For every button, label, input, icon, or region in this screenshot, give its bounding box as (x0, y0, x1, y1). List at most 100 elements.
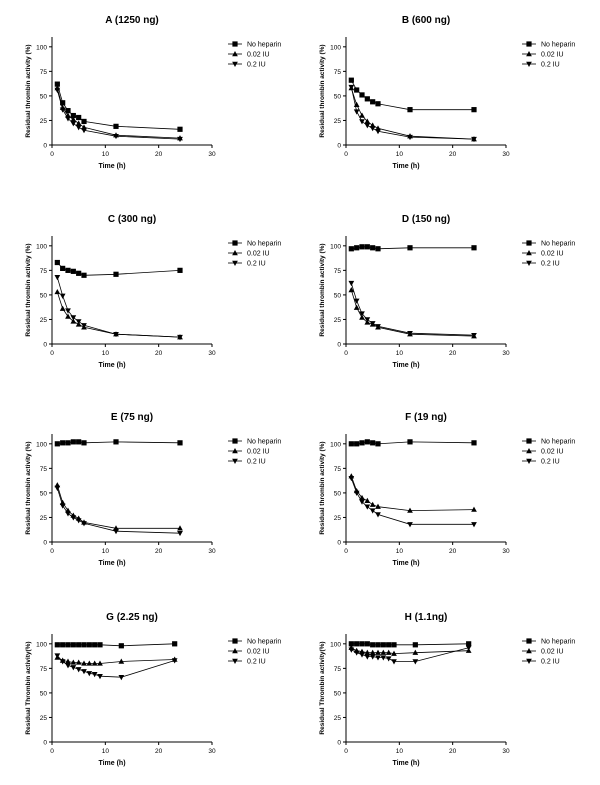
x-tick-label: 10 (102, 748, 110, 755)
chart-title: D (150 ng) (402, 214, 450, 225)
data-point (380, 649, 387, 655)
series-line (350, 87, 475, 140)
x-tick-label: 20 (155, 548, 163, 555)
data-point (370, 245, 376, 251)
data-point (359, 311, 365, 317)
data-point (412, 642, 418, 648)
data-point (412, 649, 419, 655)
x-tick-label: 0 (344, 748, 348, 755)
series-line (56, 83, 181, 130)
data-point (348, 475, 355, 482)
series-no-heparin (348, 641, 472, 648)
x-tick-label: 0 (50, 548, 54, 555)
data-point (118, 643, 124, 649)
legend-marker (526, 61, 532, 67)
y-tick-label: 100 (36, 641, 47, 648)
y-tick-label: 50 (40, 690, 48, 697)
data-point (75, 518, 82, 524)
y-tick-label: 50 (334, 690, 342, 697)
series-line (350, 80, 474, 111)
data-point (113, 271, 119, 277)
data-point (375, 246, 381, 252)
legend: No heparin 0.02 IU 0.2 IU (228, 240, 281, 268)
data-point (391, 642, 397, 648)
legend-label: 0.02 IU (247, 449, 270, 456)
y-tick-label: 0 (337, 143, 341, 150)
x-tick-label: 0 (344, 350, 348, 357)
y-tick-label: 75 (40, 466, 48, 473)
data-point (97, 660, 103, 666)
data-point (65, 267, 71, 273)
y-tick-label: 75 (334, 666, 342, 673)
data-point (91, 672, 98, 678)
data-point (364, 244, 370, 250)
data-point (407, 245, 413, 251)
data-point (348, 647, 355, 653)
y-tick-label: 0 (43, 540, 47, 547)
y-tick-label: 75 (334, 69, 342, 76)
data-point (54, 87, 61, 94)
data-point (375, 655, 381, 661)
x-tick-label: 10 (102, 548, 110, 555)
x-tick-label: 20 (155, 350, 163, 357)
data-point (359, 92, 365, 98)
data-point (471, 107, 477, 113)
data-point (81, 323, 87, 329)
series-line (56, 484, 180, 529)
data-point (54, 275, 61, 281)
data-point (54, 485, 61, 491)
series-0-02-iu (348, 85, 477, 142)
data-point (177, 530, 183, 537)
data-point (75, 319, 82, 325)
data-point (348, 641, 354, 647)
data-point (364, 96, 370, 102)
series-0-2-iu (54, 275, 183, 341)
y-tick-label: 25 (334, 715, 342, 722)
data-point (59, 503, 66, 509)
data-point (60, 100, 66, 106)
legend-marker (232, 448, 238, 454)
chart-title: H (1.1ng) (405, 612, 448, 623)
data-point (380, 642, 386, 648)
legend-marker (232, 648, 238, 654)
data-point (76, 270, 82, 276)
data-point (369, 501, 376, 507)
data-point (359, 244, 365, 250)
y-tick-label: 75 (40, 69, 48, 76)
data-point (364, 654, 371, 660)
data-point (81, 272, 87, 278)
data-point (65, 642, 71, 648)
series-0-02-iu (348, 644, 472, 656)
chart-title: G (2.25 ng) (106, 612, 158, 623)
data-point (75, 125, 82, 131)
chart-title: E (75 ng) (111, 412, 153, 423)
legend-marker (232, 240, 238, 246)
series-line (56, 291, 181, 338)
data-point (65, 511, 71, 517)
legend-marker (526, 658, 532, 664)
data-point (92, 642, 98, 648)
legend-label: No heparin (247, 439, 281, 446)
legend-label: 0.2 IU (247, 261, 266, 268)
data-point (375, 324, 381, 330)
y-tick-label: 100 (330, 243, 341, 250)
y-tick-label: 0 (337, 342, 341, 349)
data-point (385, 656, 392, 662)
x-tick-label: 30 (208, 151, 216, 158)
data-point (81, 660, 87, 666)
data-point (54, 642, 60, 648)
legend-label: 0.2 IU (541, 62, 560, 69)
data-point (471, 506, 477, 512)
data-point (359, 112, 365, 118)
y-axis-label: Residual thrombin activity (%) (319, 441, 326, 534)
panel-e: E (75 ng) 0 25 50 75 100 0 10 20 30 Time (h) Residu… (25, 412, 281, 567)
data-point (113, 439, 119, 445)
data-point (54, 259, 60, 266)
series-line (56, 487, 181, 534)
data-point (348, 441, 354, 447)
legend-marker (232, 250, 238, 256)
y-tick-label: 75 (334, 466, 342, 473)
panel-d: D (150 ng) 0 25 50 75 100 0 10 20 30 Time (h) Resid… (319, 214, 575, 369)
legend-marker (232, 260, 238, 266)
data-point (81, 521, 87, 527)
